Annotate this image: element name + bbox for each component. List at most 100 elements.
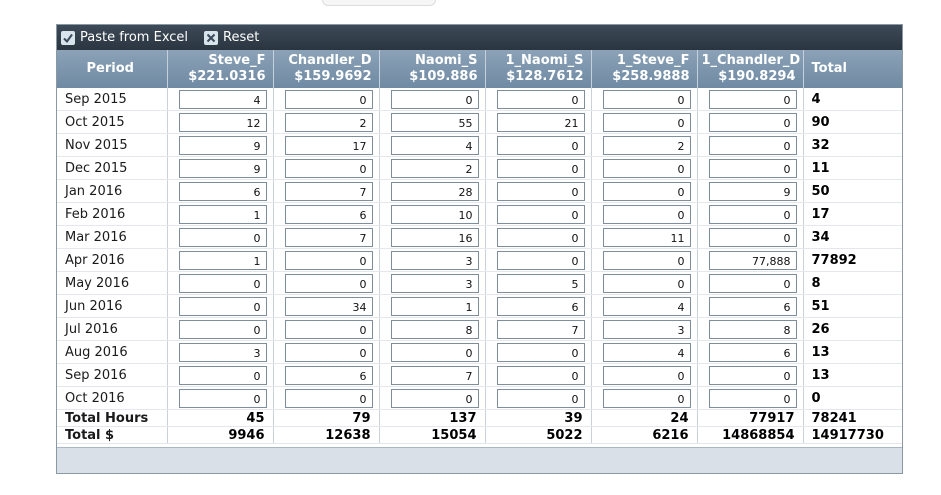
hours-input[interactable]: 0 xyxy=(496,250,585,270)
hours-input[interactable]: 0 xyxy=(496,227,585,247)
hours-input[interactable]: 5 xyxy=(496,273,585,293)
hours-input[interactable]: 0 xyxy=(496,204,585,224)
paste-from-excel-button[interactable]: Paste from Excel xyxy=(61,30,188,45)
hours-input[interactable]: 0 xyxy=(496,181,585,201)
totals-value: 5022 xyxy=(485,426,592,444)
hours-input[interactable]: 0 xyxy=(284,319,373,339)
hours-input[interactable]: 0 xyxy=(390,388,479,408)
hours-input[interactable]: 0 xyxy=(496,388,585,408)
hours-input[interactable]: 2 xyxy=(390,158,479,178)
hours-input[interactable]: 7 xyxy=(390,365,479,385)
hours-input[interactable]: 0 xyxy=(496,158,585,178)
hours-input[interactable]: 6 xyxy=(178,181,267,201)
hours-input[interactable]: 0 xyxy=(284,388,373,408)
hours-input[interactable]: 10 xyxy=(390,204,479,224)
hours-input[interactable]: 0 xyxy=(178,365,267,385)
hours-input[interactable]: 6 xyxy=(496,296,585,316)
hours-input[interactable]: 9 xyxy=(708,181,797,201)
hours-input[interactable]: 0 xyxy=(602,365,691,385)
hours-input[interactable]: 4 xyxy=(390,135,479,155)
hours-input[interactable]: 55 xyxy=(390,112,479,132)
hours-input[interactable]: 0 xyxy=(708,112,797,132)
hours-input[interactable]: 3 xyxy=(390,250,479,270)
hours-input[interactable]: 0 xyxy=(708,388,797,408)
hours-input[interactable]: 7 xyxy=(284,227,373,247)
row-total: 32 xyxy=(803,133,902,157)
hours-input[interactable]: 8 xyxy=(708,319,797,339)
totals-value: 79 xyxy=(273,409,380,427)
hours-input[interactable]: 11 xyxy=(602,227,691,247)
hours-input[interactable]: 34 xyxy=(284,296,373,316)
hours-input[interactable]: 0 xyxy=(284,273,373,293)
hours-input[interactable]: 6 xyxy=(708,296,797,316)
hours-input[interactable]: 0 xyxy=(602,273,691,293)
hours-input[interactable]: 0 xyxy=(602,89,691,109)
hours-input[interactable]: 0 xyxy=(602,388,691,408)
hours-input[interactable]: 28 xyxy=(390,181,479,201)
hours-input[interactable]: 4 xyxy=(602,296,691,316)
col-header-total[interactable]: Total xyxy=(803,50,902,88)
hours-input[interactable]: 0 xyxy=(178,296,267,316)
hours-input[interactable]: 6 xyxy=(708,342,797,362)
hours-cell: 12 xyxy=(167,110,274,134)
hours-input[interactable]: 0 xyxy=(390,342,479,362)
hours-input[interactable]: 3 xyxy=(178,342,267,362)
hours-input[interactable]: 0 xyxy=(178,388,267,408)
hours-input[interactable]: 0 xyxy=(602,250,691,270)
hours-input[interactable]: 0 xyxy=(496,89,585,109)
col-header-chandler-d[interactable]: Chandler_D $159.9692 xyxy=(273,50,380,88)
hours-input[interactable]: 0 xyxy=(602,204,691,224)
hours-input[interactable]: 2 xyxy=(602,135,691,155)
hours-cell: 0 xyxy=(273,271,380,295)
hours-input[interactable]: 0 xyxy=(284,342,373,362)
hours-input[interactable]: 1 xyxy=(178,250,267,270)
hours-input[interactable]: 9 xyxy=(178,135,267,155)
hours-input[interactable]: 0 xyxy=(496,365,585,385)
hours-input[interactable]: 0 xyxy=(708,135,797,155)
hours-input[interactable]: 3 xyxy=(602,319,691,339)
hours-input[interactable]: 0 xyxy=(602,181,691,201)
totals-value: 14868854 xyxy=(697,426,804,444)
hours-input[interactable]: 0 xyxy=(496,135,585,155)
col-header-naomi-s[interactable]: Naomi_S $109.886 xyxy=(379,50,486,88)
hours-input[interactable]: 6 xyxy=(284,365,373,385)
col-header-1-naomi-s[interactable]: 1_Naomi_S $128.7612 xyxy=(485,50,592,88)
hours-input[interactable]: 4 xyxy=(178,89,267,109)
hours-input[interactable]: 0 xyxy=(496,342,585,362)
hours-input[interactable]: 9 xyxy=(178,158,267,178)
hours-input[interactable]: 21 xyxy=(496,112,585,132)
hours-input[interactable]: 0 xyxy=(708,227,797,247)
hours-input[interactable]: 0 xyxy=(708,158,797,178)
hours-input[interactable]: 0 xyxy=(708,89,797,109)
hours-input[interactable]: 0 xyxy=(708,365,797,385)
hours-input[interactable]: 12 xyxy=(178,112,267,132)
hours-input[interactable]: 0 xyxy=(602,112,691,132)
reset-button[interactable]: Reset xyxy=(204,30,259,45)
hours-input[interactable]: 0 xyxy=(602,158,691,178)
hours-input[interactable]: 0 xyxy=(390,89,479,109)
hours-input[interactable]: 0 xyxy=(284,158,373,178)
hours-input[interactable]: 7 xyxy=(496,319,585,339)
hours-input[interactable]: 8 xyxy=(390,319,479,339)
hours-input[interactable]: 16 xyxy=(390,227,479,247)
hours-input[interactable]: 77,888 xyxy=(708,250,797,270)
hours-input[interactable]: 1 xyxy=(390,296,479,316)
hours-input[interactable]: 0 xyxy=(178,227,267,247)
hours-input[interactable]: 7 xyxy=(284,181,373,201)
hours-input[interactable]: 0 xyxy=(178,273,267,293)
col-header-period[interactable]: Period xyxy=(57,50,168,88)
hours-input[interactable]: 0 xyxy=(178,319,267,339)
hours-input[interactable]: 6 xyxy=(284,204,373,224)
hours-input[interactable]: 17 xyxy=(284,135,373,155)
hours-input[interactable]: 2 xyxy=(284,112,373,132)
hours-input[interactable]: 0 xyxy=(708,204,797,224)
hours-input[interactable]: 0 xyxy=(284,250,373,270)
col-header-1-chandler-d[interactable]: 1_Chandler_D $190.8294 xyxy=(697,50,804,88)
hours-input[interactable]: 0 xyxy=(284,89,373,109)
hours-input[interactable]: 3 xyxy=(390,273,479,293)
hours-input[interactable]: 1 xyxy=(178,204,267,224)
hours-input[interactable]: 0 xyxy=(708,273,797,293)
hours-input[interactable]: 4 xyxy=(602,342,691,362)
col-header-1-steve-f[interactable]: 1_Steve_F $258.9888 xyxy=(591,50,698,88)
col-header-steve-f[interactable]: Steve_F $221.0316 xyxy=(167,50,274,88)
